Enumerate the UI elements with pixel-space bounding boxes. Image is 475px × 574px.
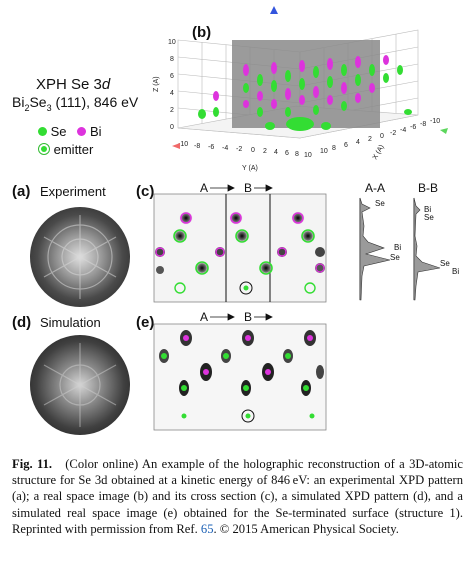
y-tick: -4: [222, 145, 228, 152]
y-tick: 4: [274, 149, 278, 156]
section-a-marker-e: A: [200, 310, 209, 324]
legend-row-atoms: Se Bi: [38, 124, 102, 139]
figure-caption: Fig. 11. (Color online) An example of th…: [12, 456, 463, 537]
x-axis-arrow-icon: [172, 143, 180, 149]
section-b-marker-e: B: [244, 310, 253, 324]
caption-text-1: (Color online) An example of the hologra…: [12, 457, 463, 536]
y-tick: -10: [178, 141, 188, 148]
z-tick-0: 0: [170, 124, 174, 131]
panel-a-name: Experiment: [40, 184, 106, 199]
profile-aa-curve: [359, 197, 391, 301]
panel-e-label: (e): [136, 314, 155, 331]
y-tick: 0: [251, 147, 255, 154]
figure-title: XPH Se 3d: [36, 76, 111, 93]
section-b-marker-c: B: [244, 181, 253, 195]
y-tick: 8: [295, 151, 299, 158]
z-tick-4: 4: [170, 90, 174, 97]
panel-b-label: (b): [192, 24, 212, 41]
xpd-pattern-experiment: [30, 207, 130, 307]
se-dot-icon: [38, 127, 47, 136]
x-tick: -4: [400, 127, 406, 134]
profiles-plot: Se Bi Se Bi Se Se Bi: [359, 197, 459, 301]
aa-bi-label: Bi: [394, 243, 401, 252]
legend-emitter-label: emitter: [53, 142, 94, 157]
aa-se-top-label: Se: [375, 199, 385, 208]
z-tick-10: 10: [168, 39, 176, 46]
y-tick: -8: [194, 143, 200, 150]
bb-se-label: Se: [424, 213, 434, 222]
bb-se2-label: Se: [440, 259, 450, 268]
y-axis-arrow-icon: [440, 128, 448, 134]
bb-bi2-label: Bi: [452, 267, 459, 276]
panel-a-label: (a): [12, 183, 31, 200]
z-tick-2: 2: [170, 107, 174, 114]
x-tick: 0: [380, 133, 384, 140]
z-axis-arrow-icon: [270, 6, 278, 14]
panel-b-3d-plot: 10 8 6 4 2 0 Z (A) -10 -8 -6 -4 -2 0 2 4…: [153, 6, 448, 172]
y-axis-label: Y (A): [242, 165, 258, 172]
caption-text-2: . © 2015 American Physical Society.: [213, 521, 399, 536]
xpd-pattern-simulation: [30, 335, 130, 435]
x-tick: 4: [356, 139, 360, 146]
x-tick: 2: [368, 136, 372, 143]
z-tick-8: 8: [170, 56, 174, 63]
aa-se-label: Se: [390, 253, 400, 262]
x-tick: -8: [420, 121, 426, 128]
y-tick: 2: [263, 148, 267, 155]
legend-se-label: Se: [50, 124, 67, 139]
x-axis-label: X (A): [372, 144, 386, 161]
x-tick: 10: [320, 148, 328, 155]
profile-bb-curve: [413, 197, 441, 301]
x-tick: -6: [410, 124, 416, 131]
caption-fig-label: Fig. 11.: [12, 457, 53, 471]
z-axis-label: Z (A): [153, 76, 160, 92]
x-tick: 8: [332, 145, 336, 152]
panel-d-name: Simulation: [40, 315, 101, 330]
panel-e-image: [153, 313, 327, 431]
caption-ref-link[interactable]: 65: [200, 521, 214, 536]
legend-bi-label: Bi: [90, 124, 102, 139]
y-tick: 6: [285, 150, 289, 157]
panel-c-image: [153, 184, 327, 303]
y-tick: 10: [304, 152, 312, 159]
bb-bi-label: Bi: [424, 205, 431, 214]
x-tick: -2: [390, 130, 396, 137]
profile-bb-title: B-B: [418, 181, 439, 195]
profile-aa-title: A-A: [365, 181, 386, 195]
figure-subtitle: Bi2Se3 (111), 846 eV: [12, 94, 139, 113]
panel-d-label: (d): [12, 314, 32, 331]
bi-dot-icon: [77, 127, 87, 136]
emitter-ring-icon: [38, 143, 50, 155]
z-tick-6: 6: [170, 73, 174, 80]
legend-row-emitter: emitter: [38, 142, 93, 157]
section-a-marker-c: A: [200, 181, 209, 195]
panel-c-label: (c): [136, 183, 155, 200]
x-tick: -10: [430, 118, 440, 125]
y-tick: -6: [208, 144, 214, 151]
y-tick: -2: [236, 146, 242, 153]
x-tick: 6: [344, 142, 348, 149]
